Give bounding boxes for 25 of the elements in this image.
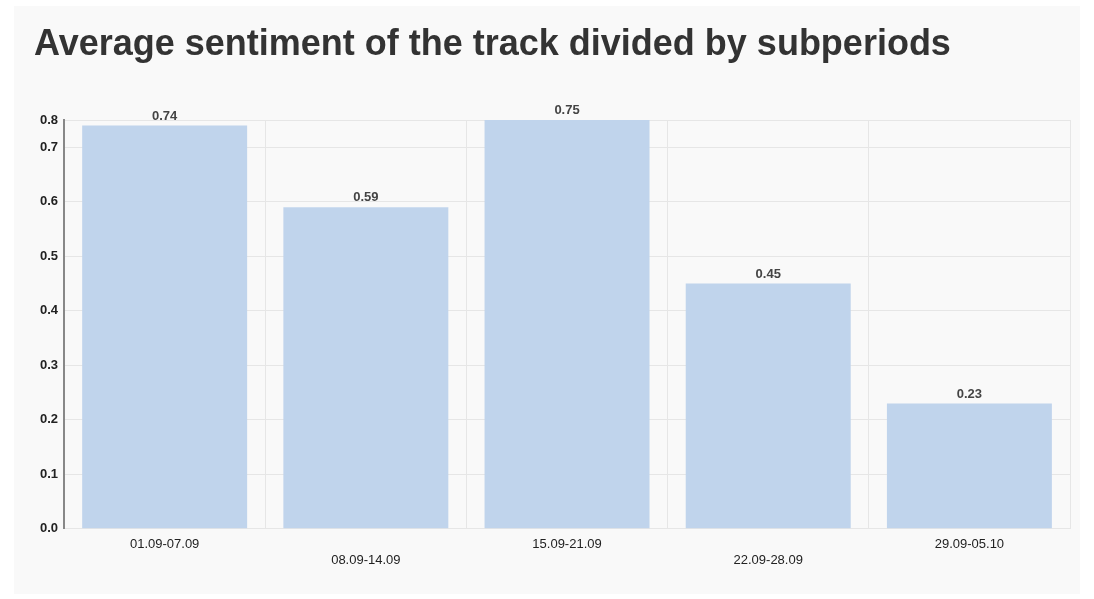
x-tick-label: 22.09-28.09 [733, 551, 803, 567]
data-label: 0.75 [554, 102, 580, 118]
bar [283, 207, 449, 529]
x-tick-label: 08.09-14.09 [331, 551, 401, 567]
data-label: 0.23 [956, 385, 983, 401]
y-tick-label: 0.4 [39, 302, 59, 318]
y-tick-label: 0.0 [39, 520, 59, 536]
x-tick-label: 29.09-05.10 [934, 536, 1005, 552]
y-tick-label: 0.5 [39, 247, 59, 263]
chart-title: Average sentiment of the track divided by subperiods [34, 22, 951, 64]
y-tick-label: 0.2 [39, 411, 59, 427]
y-tick-label: 0.8 [39, 111, 59, 127]
data-label: 0.74 [152, 107, 179, 123]
x-tick-label: 15.09-21.09 [532, 536, 602, 552]
data-label: 0.59 [353, 189, 379, 205]
bar [82, 125, 248, 529]
bar [484, 120, 650, 529]
bar [685, 283, 851, 529]
y-tick-label: 0.1 [39, 465, 59, 481]
bar [886, 403, 1052, 529]
x-tick-label: 01.09-07.09 [129, 536, 200, 552]
data-label: 0.45 [755, 265, 781, 281]
y-tick-label: 0.7 [39, 138, 59, 154]
y-tick-label: 0.6 [39, 193, 59, 209]
y-tick-label: 0.3 [39, 356, 59, 372]
